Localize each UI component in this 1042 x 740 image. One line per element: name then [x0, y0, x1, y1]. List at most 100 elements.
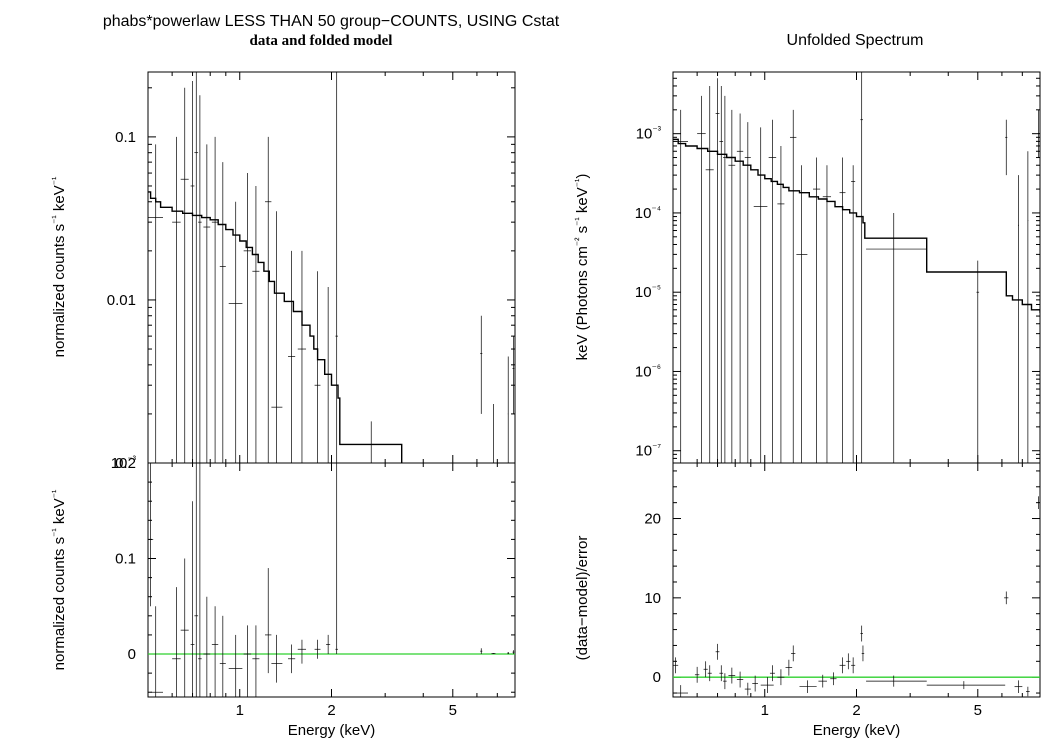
data-point-1-10	[228, 634, 243, 697]
data-point-0-1	[172, 136, 181, 463]
data-point-2-14	[813, 157, 821, 463]
data-point-3-10	[744, 682, 751, 696]
data-point-3-26	[926, 681, 1006, 690]
y-tick-label-3-1: 10	[644, 590, 661, 607]
x-axis-label-1: Energy (keV)	[288, 722, 376, 739]
data-point-3-24	[861, 645, 865, 662]
data-point-0-10	[243, 173, 252, 463]
data-point-1-13	[264, 568, 272, 674]
data-point-2-12	[789, 109, 797, 463]
data-point-0-4	[194, 72, 199, 463]
y-tick-label-0-2: 10⁻³	[111, 455, 137, 473]
left-top-axes-frame	[147, 71, 516, 464]
data-point-3-12	[760, 677, 774, 694]
data-point-1-9	[219, 615, 226, 697]
y-tick-label-0-0: 0.1	[115, 129, 136, 146]
data-point-1-15	[288, 644, 296, 674]
model-curve-0	[148, 191, 403, 463]
left-bottom-series	[148, 463, 515, 697]
y-axis-label-2: keV (Photons cm⁻² s⁻¹ keV⁻¹)	[574, 174, 592, 361]
data-point-2-1	[697, 95, 706, 463]
data-point-3-18	[818, 674, 827, 688]
data-point-0-18	[335, 72, 338, 463]
y-tick-label-1-2: 0	[128, 646, 136, 663]
data-point-0-13	[271, 211, 283, 463]
y-axis-label-1: normalized counts s⁻¹ keV⁻¹	[51, 489, 69, 670]
data-point-2-3	[715, 78, 720, 463]
data-point-2-9	[753, 127, 768, 463]
data-point-3-22	[851, 657, 856, 674]
data-point-0-7	[211, 136, 219, 463]
data-point-1-5	[194, 463, 199, 697]
data-point-1-11	[243, 625, 252, 697]
data-point-3-19	[830, 672, 837, 686]
data-point-3-21	[846, 653, 851, 670]
y-tick-label-0-1: 0.01	[107, 292, 136, 309]
data-point-0-12	[264, 136, 272, 463]
right-chart-title: Unfolded Spectrum	[787, 32, 924, 49]
data-point-1-0	[148, 463, 154, 607]
y-tick-label-2-2: 10⁻⁵	[635, 284, 661, 302]
data-point-3-27	[1004, 591, 1009, 605]
data-point-3-25	[866, 675, 927, 687]
y-tick-label-2-3: 10⁻⁶	[635, 363, 661, 381]
data-point-1-23	[512, 650, 515, 655]
data-point-1-1	[150, 606, 164, 697]
data-point-1-18	[326, 634, 331, 655]
data-point-0-8	[219, 162, 226, 463]
data-point-3-15	[785, 659, 793, 676]
data-point-2-21	[1005, 119, 1008, 176]
data-point-3-28	[1014, 680, 1023, 694]
data-point-3-2	[694, 666, 700, 683]
x-tick-label-1-1: 2	[327, 702, 335, 719]
data-point-3-3	[703, 661, 708, 678]
data-point-2-13	[796, 165, 808, 463]
data-point-0-6	[203, 144, 211, 463]
data-point-1-16	[297, 639, 307, 664]
data-point-0-9	[228, 201, 243, 463]
x-tick-label-1-2: 5	[449, 702, 457, 719]
data-point-1-8	[211, 606, 219, 697]
right-bottom-series	[673, 496, 1040, 697]
data-point-2-7	[736, 113, 744, 463]
data-point-1-3	[180, 558, 189, 697]
data-point-0-5	[198, 95, 202, 463]
data-point-2-24	[1037, 109, 1040, 158]
data-point-2-4	[719, 85, 724, 463]
data-point-3-29	[1026, 686, 1030, 697]
data-point-3-5	[715, 643, 720, 660]
data-point-3-11	[752, 675, 758, 692]
x-tick-label-3-2: 5	[974, 702, 982, 719]
data-point-0-21	[493, 404, 494, 463]
data-point-1-12	[252, 625, 260, 697]
data-point-1-6	[198, 463, 202, 697]
data-point-3-9	[736, 671, 744, 688]
data-point-1-7	[203, 596, 211, 697]
data-point-2-8	[744, 122, 751, 463]
data-point-0-17	[326, 287, 331, 463]
y-axis-label-0: normalized counts s⁻¹ keV⁻¹	[51, 176, 69, 357]
data-point-2-22	[1018, 175, 1019, 463]
data-point-3-20	[839, 657, 846, 674]
data-point-2-2	[705, 85, 714, 463]
x-tick-label-1-0: 1	[236, 702, 244, 719]
left-top-series	[148, 72, 515, 463]
y-axis-label-3: (data−model)/error	[574, 536, 591, 661]
data-point-0-19	[370, 421, 373, 463]
data-point-2-0	[673, 109, 689, 463]
data-point-3-6	[719, 665, 724, 682]
data-point-1-21	[491, 653, 496, 655]
data-point-0-14	[288, 250, 296, 463]
data-point-3-7	[723, 673, 727, 690]
data-point-2-16	[839, 157, 846, 463]
y-tick-label-2-0: 10⁻³	[636, 125, 662, 143]
data-point-0-20	[480, 315, 483, 414]
data-point-1-19	[335, 463, 338, 655]
data-point-3-1	[675, 685, 689, 697]
data-point-2-17	[851, 165, 856, 463]
right-bottom-axes-frame	[672, 462, 1041, 698]
right-top-axes-frame	[672, 71, 1041, 464]
data-point-1-17	[314, 639, 321, 659]
data-point-2-11	[777, 145, 785, 463]
y-tick-label-3-0: 20	[644, 511, 661, 528]
